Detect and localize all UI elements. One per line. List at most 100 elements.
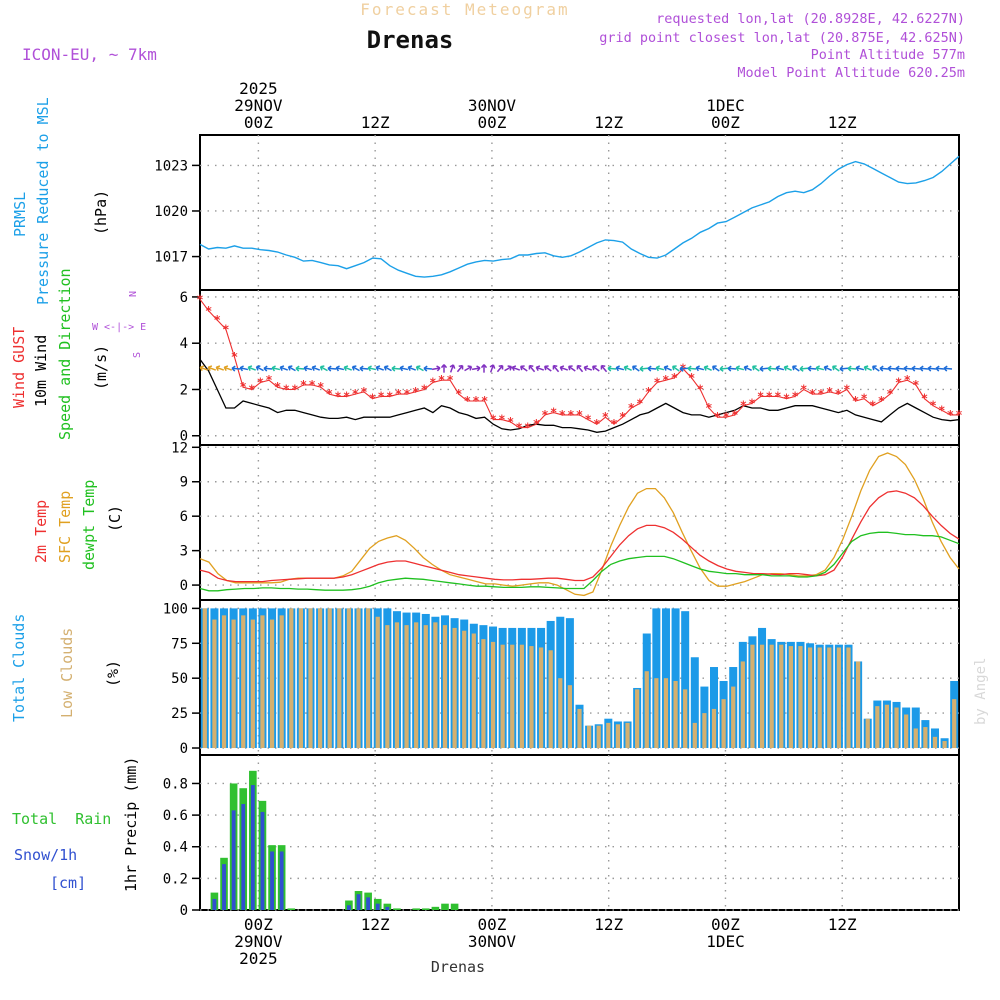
total-clouds-bar [690, 657, 699, 749]
wind-gust-markers: ****** * * * * * * * * * * * * * * * * * * * * * * * ** * * ** * * * * *… [196, 292, 962, 434]
wind-direction-arrow [407, 365, 417, 371]
low-clouds-bar [202, 608, 207, 749]
wind-direction-arrow [695, 365, 705, 372]
t2m-label: 2m Temp [32, 500, 50, 563]
y-tick-label: 25 [171, 706, 188, 722]
wind-gust-marker: * [895, 376, 902, 390]
wind-gust-marker: * [369, 392, 376, 406]
model-label: ICON-EU, ~ 7km [22, 45, 157, 64]
time-label: 30NOV [468, 932, 517, 951]
wind-direction-arrow [489, 364, 496, 373]
total-clouds-bar [911, 707, 920, 749]
low-clouds-bar [654, 678, 659, 749]
low-clouds-bar [394, 622, 400, 749]
low-clouds-bar [586, 725, 592, 749]
wind-gust-marker: * [421, 382, 428, 396]
wind-direction-arrow [456, 364, 464, 373]
low-clouds-bar [711, 708, 717, 749]
wind-gust-marker: * [869, 399, 876, 413]
wind-direction-arrow [863, 365, 872, 372]
wind-direction-arrow [903, 365, 913, 372]
wind-gust-marker: * [274, 380, 281, 394]
wind-gust-marker: * [240, 380, 247, 394]
low-clouds-bar [289, 608, 294, 749]
wind-sd-label: Speed and Direction [56, 268, 74, 440]
wind-gust-marker: * [904, 373, 911, 387]
wind-gust-marker: * [524, 421, 531, 435]
low-clouds-bar [865, 718, 870, 749]
wind-gust-marker: * [628, 401, 635, 415]
wind-gust-marker: * [826, 385, 833, 399]
low-clouds-bar [490, 641, 496, 749]
rain-bar [450, 903, 459, 910]
wind-direction-arrow [519, 365, 528, 372]
wind-direction-arrow [855, 365, 865, 372]
time-label: 00Z [477, 915, 506, 934]
wind-direction-arrow [927, 365, 937, 372]
low-clouds-bar [548, 650, 553, 749]
wind-gust-marker: * [921, 392, 928, 406]
wind-gust-marker: * [645, 385, 652, 399]
low-clouds-bar [519, 644, 524, 749]
wind-direction-arrow [719, 365, 729, 372]
low-clouds-bar [894, 707, 899, 749]
y-tick-label: 50 [171, 671, 188, 687]
wind-gust-marker: * [334, 389, 341, 403]
time-label: 12Z [361, 915, 390, 934]
dewpt-temp-series-line [199, 531, 960, 592]
y-tick-label: 0 [180, 741, 188, 757]
wind-gust-marker: * [222, 322, 229, 336]
wind-direction-arrow [767, 365, 777, 372]
wind-direction-arrow [375, 365, 385, 371]
low-clouds-bar [673, 680, 678, 749]
total-clouds-label: Total Clouds [10, 614, 28, 722]
low-clouds-bar [798, 646, 803, 749]
low-clouds-bar [836, 647, 842, 749]
low-clouds-bar [414, 622, 419, 749]
wind-direction-arrow [303, 365, 313, 372]
wind-gust-marker: * [455, 387, 462, 401]
y-tick-label: 1023 [154, 158, 188, 174]
wind-yticks: 0 2 4 6 [180, 290, 200, 445]
pressure-frame [199, 134, 960, 291]
wind-gust-marker: * [516, 421, 523, 435]
clouds-ylabel: (%) [104, 660, 122, 687]
wind-direction-arrow [919, 365, 929, 372]
wind-gust-marker: * [567, 408, 574, 422]
wind-direction-arrow [887, 365, 897, 372]
wind-gust-marker: * [817, 387, 824, 401]
low-clouds-bar [769, 644, 774, 749]
low-clouds-bar [356, 608, 361, 749]
total-clouds-bar [710, 667, 719, 749]
snow-bar [279, 851, 284, 910]
wind-direction-arrow [879, 365, 889, 372]
wind-gust-marker: * [265, 373, 272, 387]
y-tick-label: 9 [180, 475, 188, 491]
wind-gust-marker: * [378, 389, 385, 403]
wind-gust-marker: * [688, 371, 695, 385]
wind-gust-marker: * [835, 387, 842, 401]
clouds-bars [200, 608, 959, 749]
wind-direction-arrow [399, 365, 409, 372]
wind-gust-marker: * [352, 387, 359, 401]
clouds-panel: 0 25 50 75 100 Total Clouds Low Clouds (%) [10, 599, 960, 757]
sfc-label: SFC Temp [56, 491, 74, 563]
wind-gust-marker: * [576, 408, 583, 422]
low-clouds-bar [721, 699, 726, 749]
product-title: Forecast Meteogram [360, 0, 569, 19]
wind-direction-arrow [351, 365, 360, 372]
wind-direction-arrow [319, 365, 328, 372]
wind-gust-marker: * [757, 389, 764, 403]
y-tick-label: 6 [180, 290, 188, 306]
low-clouds-bar [308, 608, 313, 749]
wind-direction-arrow [215, 365, 225, 372]
low-clouds-label: Low Clouds [58, 628, 76, 718]
precip-yticks: 0 0.2 0.4 0.6 0.8 [163, 776, 200, 919]
low-clouds-bar [462, 630, 467, 749]
pressure-yticks: 1017 1020 1023 [154, 158, 200, 266]
low-clouds-bar [779, 644, 784, 749]
wind-direction-arrow [311, 365, 321, 371]
total-clouds-bar [565, 618, 574, 749]
wind-direction-arrow [639, 365, 649, 372]
